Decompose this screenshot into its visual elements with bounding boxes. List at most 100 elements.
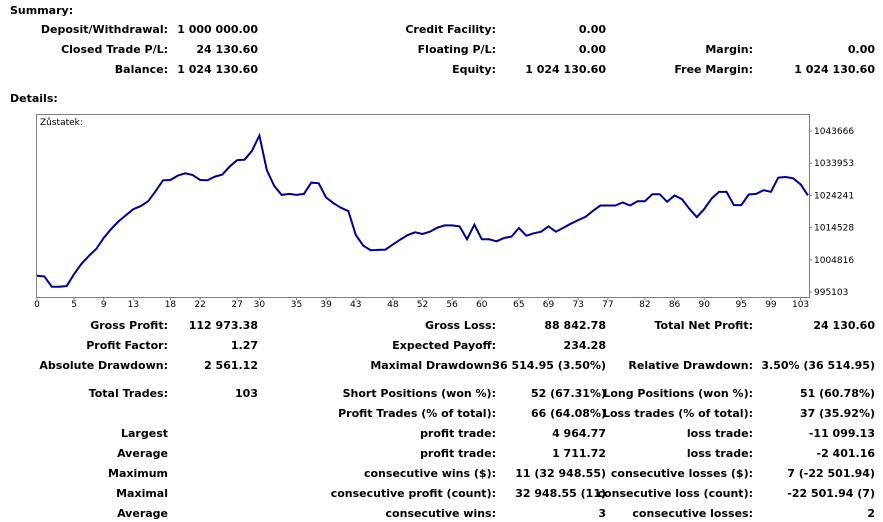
- detail-label-col1: Total Trades:: [88, 387, 168, 400]
- y-tick-label: 1014528: [814, 224, 854, 234]
- credit-facility-label: Credit Facility:: [405, 23, 496, 36]
- y-tick-label: 995103: [814, 288, 848, 298]
- x-tick-label: 82: [639, 300, 650, 310]
- deposit-label: Deposit/Withdrawal:: [40, 23, 168, 36]
- detail-label-col3: Loss trades (% of total):: [602, 407, 753, 420]
- balance-chart: Zůstatek:: [36, 114, 810, 298]
- detail-label-col2: consecutive wins ($):: [363, 467, 496, 480]
- detail-label-col3: Relative Drawdown:: [628, 359, 753, 372]
- detail-value-col2: 234.28: [563, 339, 606, 352]
- detail-label-col3: loss trade:: [686, 447, 753, 460]
- detail-value-col1: 2 561.12: [204, 359, 258, 372]
- x-tick-label: 60: [476, 300, 488, 310]
- detail-value-col3: -11 099.13: [808, 427, 875, 440]
- detail-value-col3: -22 501.94 (7): [787, 487, 875, 500]
- balance-value: 1 024 130.60: [177, 63, 258, 76]
- details-heading: Details:: [10, 92, 58, 105]
- free-margin-label: Free Margin:: [674, 63, 753, 76]
- x-tick-label: 27: [231, 300, 242, 310]
- x-tick-label: 35: [291, 300, 302, 310]
- y-tick-label: 1004816: [814, 256, 854, 266]
- detail-label-col1: Maximal: [116, 487, 168, 500]
- balance-label: Balance:: [114, 63, 168, 76]
- balance-series-line: [36, 132, 809, 288]
- detail-value-col2: 3: [598, 507, 606, 520]
- detail-label-col2: Maximal Drawdown:: [370, 359, 496, 372]
- equity-value: 1 024 130.60: [525, 63, 606, 76]
- detail-value-col2: 11 (32 948.55): [515, 467, 606, 480]
- detail-label-col3: consecutive loss (count):: [597, 487, 753, 500]
- detail-value-col2: 66 (64.08%): [530, 407, 606, 420]
- x-tick-label: 103: [792, 300, 809, 310]
- detail-label-col1: Gross Profit:: [90, 319, 168, 332]
- detail-value-col3: -2 401.16: [816, 447, 876, 460]
- detail-value-col2: 36 514.95 (3.50%): [492, 359, 606, 372]
- x-tick-label: 65: [513, 300, 524, 310]
- y-tick-label: 1024241: [814, 191, 854, 201]
- floating-pl-label: Floating P/L:: [417, 43, 496, 56]
- floating-pl-value: 0.00: [578, 43, 606, 56]
- y-tick-label: 1033953: [814, 159, 854, 169]
- margin-label: Margin:: [705, 43, 753, 56]
- detail-value-col3: 7 (-22 501.94): [787, 467, 875, 480]
- x-tick-label: 73: [572, 300, 583, 310]
- x-tick-label: 56: [446, 300, 458, 310]
- detail-value-col1: 1.27: [230, 339, 258, 352]
- detail-label-col2: consecutive profit (count):: [330, 487, 496, 500]
- x-tick-label: 39: [320, 300, 332, 310]
- x-tick-label: 90: [698, 300, 710, 310]
- x-tick-label: 48: [387, 300, 399, 310]
- detail-label-col2: Gross Loss:: [425, 319, 496, 332]
- detail-value-col2: 32 948.55 (11): [515, 487, 606, 500]
- x-tick-label: 18: [165, 300, 177, 310]
- detail-label-col2: consecutive wins:: [385, 507, 496, 520]
- x-tick-label: 13: [128, 300, 139, 310]
- x-tick-label: 52: [417, 300, 428, 310]
- detail-label-col3: Long Positions (won %):: [603, 387, 753, 400]
- chart-title: Zůstatek:: [40, 118, 83, 128]
- detail-label-col2: Short Positions (won %):: [342, 387, 496, 400]
- x-tick-label: 0: [34, 300, 40, 310]
- margin-value: 0.00: [847, 43, 875, 56]
- x-tick-label: 5: [71, 300, 77, 310]
- closed-pl-value: 24 130.60: [196, 43, 258, 56]
- x-tick-label: 77: [602, 300, 613, 310]
- detail-label-col2: Profit Trades (% of total):: [338, 407, 496, 420]
- detail-value-col2: 4 964.77: [552, 427, 606, 440]
- detail-label-col3: consecutive losses ($):: [610, 467, 753, 480]
- detail-label-col1: Absolute Drawdown:: [39, 359, 168, 372]
- detail-label-col1: Profit Factor:: [86, 339, 168, 352]
- detail-label-col2: profit trade:: [420, 447, 496, 460]
- x-tick-label: 69: [543, 300, 555, 310]
- detail-value-col3: 51 (60.78%): [799, 387, 875, 400]
- detail-label-col3: loss trade:: [686, 427, 753, 440]
- credit-facility-value: 0.00: [578, 23, 606, 36]
- detail-value-col3: 37 (35.92%): [799, 407, 875, 420]
- free-margin-value: 1 024 130.60: [794, 63, 875, 76]
- closed-pl-label: Closed Trade P/L:: [61, 43, 168, 56]
- equity-label: Equity:: [452, 63, 496, 76]
- x-tick-label: 30: [254, 300, 266, 310]
- detail-value-col1: 103: [235, 387, 258, 400]
- detail-label-col1: Maximum: [108, 467, 168, 480]
- detail-value-col3: 2: [867, 507, 875, 520]
- detail-label-col1: Largest: [121, 427, 168, 440]
- x-tick-label: 9: [101, 300, 107, 310]
- summary-heading: Summary:: [10, 4, 74, 17]
- x-tick-label: 43: [350, 300, 361, 310]
- detail-value-col2: 52 (67.31%): [530, 387, 606, 400]
- detail-label-col2: Expected Payoff:: [392, 339, 496, 352]
- detail-value-col3: 3.50% (36 514.95): [761, 359, 875, 372]
- detail-label-col3: consecutive losses:: [632, 507, 753, 520]
- x-tick-label: 99: [765, 300, 777, 310]
- detail-label-col3: Total Net Profit:: [654, 319, 754, 332]
- detail-label-col2: profit trade:: [420, 427, 496, 440]
- x-tick-label: 22: [194, 300, 205, 310]
- deposit-value: 1 000 000.00: [177, 23, 258, 36]
- detail-label-col1: Average: [117, 507, 168, 520]
- detail-value-col1: 112 973.38: [188, 319, 258, 332]
- detail-value-col3: 24 130.60: [813, 319, 875, 332]
- detail-label-col1: Average: [117, 447, 168, 460]
- detail-value-col2: 1 711.72: [552, 447, 606, 460]
